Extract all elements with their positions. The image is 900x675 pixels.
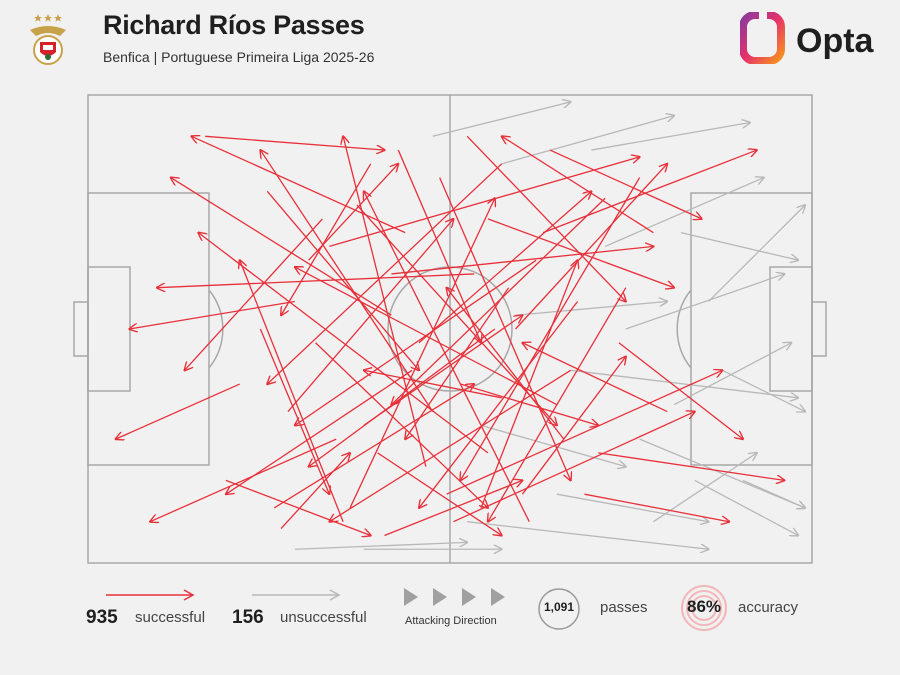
unsuccessful-pass-arrow — [694, 479, 798, 535]
successful-pass-arrow — [419, 301, 579, 507]
successful-pass-arrow — [584, 493, 729, 522]
successful-pass-arrow — [522, 343, 668, 413]
unsuccessful-pass-arrow — [467, 521, 708, 550]
successful-pass-arrow — [487, 218, 674, 288]
passes-count: 1,091 — [543, 600, 575, 614]
successful-pass-arrow — [377, 452, 502, 536]
successful-pass-arrow — [460, 383, 598, 425]
successful-pass-arrow — [309, 328, 496, 467]
successful-pass-arrow — [205, 135, 384, 150]
unsuccessful-pass-arrow — [680, 232, 798, 261]
successful-pass-arrow — [329, 157, 639, 248]
successful-pass-arrow — [287, 219, 453, 413]
page-subtitle: Benfica | Portuguese Primeira Liga 2025-… — [103, 49, 375, 65]
successful-pass-arrow — [397, 149, 481, 343]
brand-logo: Opta — [740, 10, 885, 68]
unsuccessful-pass-arrow — [501, 116, 674, 165]
successful-pass-arrow — [460, 177, 641, 481]
successful-pass-arrow — [116, 383, 240, 439]
unsuccessful-pass-arrow — [604, 178, 764, 248]
successful-pass-arrow — [157, 273, 475, 288]
successful-pass-arrow — [267, 163, 503, 384]
successful-pass-arrow — [549, 149, 702, 219]
successful-pass-arrow — [259, 328, 329, 494]
accuracy-target-icon — [681, 585, 727, 631]
successful-pass-arrow — [260, 150, 434, 412]
unsuccessful-passes — [294, 102, 806, 550]
successful-pass-arrow — [191, 136, 406, 234]
passes-badge-icon — [538, 588, 580, 630]
successful-pass-arrow — [364, 370, 502, 399]
successful-pass-arrow — [391, 246, 653, 275]
successful-pass-arrow — [315, 342, 488, 508]
successful-pass-arrow — [150, 438, 337, 522]
successful-pass-arrow — [343, 136, 427, 467]
opta-logo-icon — [740, 12, 785, 64]
successful-pass-arrow — [598, 452, 784, 481]
successful-pass-arrow — [226, 369, 413, 494]
successful-legend-arrow — [106, 589, 195, 601]
successful-pass-arrow — [129, 300, 295, 329]
unsuccessful-pass-arrow — [294, 542, 467, 550]
unsuccessful-count: 156 — [232, 607, 264, 628]
unsuccessful-pass-arrow — [432, 102, 571, 137]
successful-label: successful — [135, 609, 206, 626]
unsuccessful-pass-arrow — [673, 343, 791, 406]
successful-pass-arrow — [502, 136, 654, 234]
successful-pass-arrow — [240, 260, 344, 522]
unsuccessful-pass-arrow — [570, 369, 799, 398]
successful-passes — [116, 136, 785, 535]
passes-label: passes — [600, 599, 648, 616]
successful-pass-arrow — [281, 163, 372, 315]
accuracy-value: 86% — [686, 597, 722, 616]
successful-pass-arrow — [391, 197, 606, 404]
successful-pass-arrow — [418, 191, 591, 344]
unsuccessful-legend-arrow — [252, 589, 341, 601]
unsuccessful-pass-arrow — [591, 123, 750, 151]
successful-pass-arrow — [453, 412, 694, 523]
successful-pass-arrow — [384, 480, 522, 537]
unsuccessful-pass-arrow — [625, 274, 785, 330]
successful-pass-arrow — [439, 177, 571, 481]
unsuccessful-pass-arrow — [515, 301, 668, 316]
attacking-direction-label: Attacking Direction — [405, 615, 497, 627]
successful-pass-arrow — [349, 198, 495, 509]
successful-pass-arrow — [542, 150, 757, 234]
page-title: Richard Ríos Passes — [103, 10, 365, 40]
successful-pass-arrow — [447, 288, 565, 440]
successful-pass-arrow — [446, 370, 723, 495]
brand-name: Opta — [796, 22, 874, 60]
unsuccessful-pass-arrow — [639, 438, 805, 508]
successful-pass-arrow — [515, 164, 668, 330]
successful-pass-arrow — [266, 190, 419, 370]
benfica-crest-icon — [30, 14, 66, 65]
successful-pass-arrow — [364, 191, 530, 522]
unsuccessful-label: unsuccessful — [280, 609, 367, 626]
unsuccessful-pass-arrow — [556, 493, 709, 522]
successful-pass-arrow — [185, 218, 323, 370]
unsuccessful-pass-arrow — [708, 205, 806, 302]
successful-pass-arrow — [273, 384, 474, 509]
accuracy-label: accuracy — [738, 599, 799, 616]
pass-map-pitch — [73, 94, 827, 564]
attacking-direction-icon — [404, 588, 505, 606]
successful-pass-arrow — [488, 287, 627, 522]
successful-pass-arrow — [225, 479, 371, 535]
successful-pass-arrow — [466, 135, 626, 301]
successful-pass-arrow — [308, 164, 399, 261]
unsuccessful-pass-arrow — [742, 479, 805, 508]
successful-count: 935 — [86, 607, 118, 628]
successful-pass-arrow — [405, 287, 510, 439]
successful-pass-arrow — [618, 342, 743, 439]
successful-pass-arrow — [280, 453, 350, 530]
successful-pass-arrow — [295, 259, 537, 425]
successful-pass-arrow — [521, 357, 625, 495]
unsuccessful-pass-arrow — [722, 369, 805, 411]
